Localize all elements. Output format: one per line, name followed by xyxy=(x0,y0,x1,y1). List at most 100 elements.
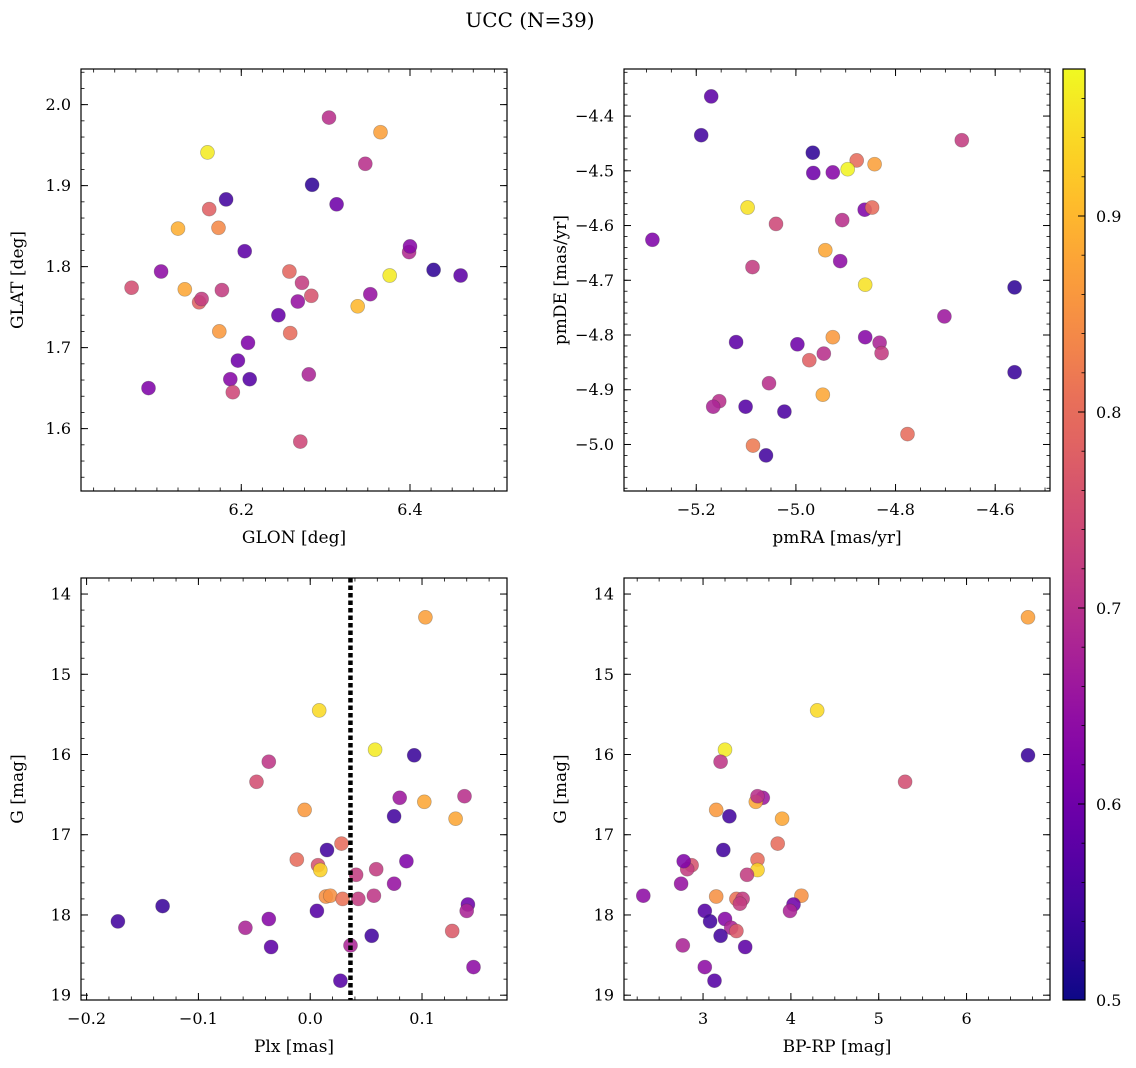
data-point xyxy=(240,335,256,351)
data-point xyxy=(867,156,882,172)
y-tick-label: 1.6 xyxy=(46,419,71,438)
data-point xyxy=(768,216,784,232)
y-tick-label: −4.4 xyxy=(575,107,614,126)
x-tick-label: −5.0 xyxy=(776,500,815,519)
data-point xyxy=(386,808,402,824)
y-tick-label: 19 xyxy=(594,986,614,1005)
data-point xyxy=(758,448,774,463)
data-point xyxy=(321,110,337,125)
data-point xyxy=(333,973,348,989)
data-point xyxy=(402,239,418,254)
colorbar-tick-label: 0.6 xyxy=(1096,795,1121,814)
y-tick-label: 2.0 xyxy=(46,95,71,114)
axes-frame xyxy=(623,577,1051,1001)
x-axis-label: pmRA [mas/yr] xyxy=(772,528,901,548)
data-point xyxy=(1007,280,1022,295)
data-point xyxy=(676,853,692,869)
x-tick-label: 6.2 xyxy=(229,500,254,519)
data-point xyxy=(214,282,230,298)
data-point xyxy=(335,891,350,907)
data-point xyxy=(386,876,402,892)
data-point xyxy=(750,788,765,804)
data-point xyxy=(201,201,217,217)
data-point xyxy=(897,774,913,790)
figure-title: UCC (N=39) xyxy=(465,8,594,32)
data-point xyxy=(713,928,728,944)
y-tick-label: −4.8 xyxy=(575,326,614,345)
data-point xyxy=(418,609,433,625)
y-tick-label: 17 xyxy=(594,825,614,844)
data-point xyxy=(309,903,325,919)
y-tick-label: 16 xyxy=(594,745,614,764)
y-tick-label: −5.0 xyxy=(575,435,614,454)
y-tick-label: −4.9 xyxy=(575,380,614,399)
data-point xyxy=(364,928,380,944)
axes-frame xyxy=(80,68,508,492)
data-point xyxy=(761,375,777,391)
data-point xyxy=(311,703,327,718)
data-point xyxy=(801,352,817,368)
data-point xyxy=(745,438,761,453)
colorbar: 0.5 0.6 0.7 0.8 0.9 xyxy=(1062,68,1121,1010)
data-point xyxy=(312,862,328,878)
data-point xyxy=(290,294,306,309)
data-point xyxy=(222,371,238,387)
data-point xyxy=(732,896,748,912)
data-point xyxy=(289,852,305,867)
data-point xyxy=(155,898,170,914)
data-point xyxy=(857,277,873,293)
data-point xyxy=(382,268,398,283)
y-tick-label: 18 xyxy=(51,905,71,924)
data-point xyxy=(426,262,441,278)
data-point xyxy=(399,853,414,869)
y-tick-label: 1.7 xyxy=(46,338,71,357)
data-point xyxy=(194,291,209,307)
data-point xyxy=(805,165,821,181)
y-tick-label: 1.9 xyxy=(46,176,71,195)
data-point xyxy=(708,889,724,904)
data-point xyxy=(707,973,722,989)
x-tick-label: 0.1 xyxy=(409,1009,434,1028)
x-tick-label: −0.1 xyxy=(179,1009,218,1028)
x-tick-label: 3 xyxy=(698,1009,708,1028)
data-point xyxy=(770,836,786,851)
data-point xyxy=(705,399,721,415)
data-point xyxy=(466,959,481,975)
colorbar-tick-label: 0.5 xyxy=(1096,991,1121,1010)
data-point xyxy=(635,888,651,904)
data-point xyxy=(857,329,873,345)
y-tick-label: 17 xyxy=(51,825,71,844)
data-point xyxy=(708,802,724,818)
data-point xyxy=(230,353,246,368)
y-tick-label: 15 xyxy=(51,665,71,684)
colorbar-tick-label: 0.9 xyxy=(1096,207,1121,226)
data-point xyxy=(448,811,463,827)
data-point xyxy=(303,288,319,304)
panel-pmra-pmde: −5.2 −5.0 −4.8 −4.6 −5.0 −4.9 −4.8 −4.7 −4.6 −4.5… xyxy=(551,68,1051,548)
x-tick-label: −0.2 xyxy=(67,1009,106,1028)
data-point xyxy=(1020,747,1036,763)
data-point xyxy=(834,212,850,228)
data-point xyxy=(739,867,755,883)
data-point xyxy=(864,200,880,215)
data-point xyxy=(334,836,349,851)
data-point xyxy=(457,788,472,804)
data-point xyxy=(729,923,744,939)
data-point xyxy=(459,903,475,919)
data-point xyxy=(406,747,422,763)
y-axis-label: G [mag] xyxy=(8,754,28,823)
y-tick-label: 16 xyxy=(51,745,71,764)
x-axis-label: Plx [mas] xyxy=(254,1037,334,1057)
data-point xyxy=(728,334,744,350)
data-point xyxy=(322,888,338,904)
data-point xyxy=(453,268,468,283)
y-tick-label: −4.6 xyxy=(575,216,614,235)
data-point xyxy=(715,842,731,858)
data-point xyxy=(218,192,234,207)
colorbar-frame xyxy=(1062,68,1086,1001)
data-point xyxy=(745,259,760,275)
data-point xyxy=(261,754,277,770)
data-point xyxy=(304,177,320,193)
panel-plx-g: −0.2 −0.1 0.0 0.1 14 15 16 17 18 19 Plx [mas] G [ma… xyxy=(8,577,508,1057)
data-point xyxy=(703,89,719,104)
